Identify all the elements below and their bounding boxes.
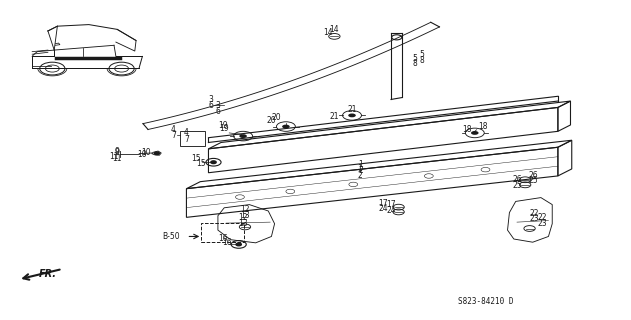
Text: 2: 2: [358, 166, 363, 175]
Text: 26: 26: [528, 171, 538, 180]
Text: 13: 13: [240, 211, 250, 220]
Text: 23: 23: [538, 219, 547, 228]
Text: 23: 23: [530, 214, 540, 223]
Text: 18: 18: [478, 122, 487, 131]
Text: 17: 17: [386, 200, 396, 209]
Text: FR.: FR.: [39, 269, 57, 279]
Text: 7: 7: [171, 131, 175, 140]
Text: 22: 22: [530, 209, 540, 218]
Text: 12: 12: [240, 205, 250, 214]
Circle shape: [239, 134, 247, 138]
Text: 11: 11: [112, 154, 122, 163]
Text: 19: 19: [220, 124, 229, 132]
Text: 19: 19: [218, 121, 227, 130]
Text: 10: 10: [141, 148, 151, 157]
Text: 14: 14: [323, 28, 333, 37]
Circle shape: [471, 131, 478, 135]
Text: 1: 1: [358, 160, 363, 169]
Text: 8: 8: [413, 59, 417, 68]
Text: 3: 3: [209, 95, 213, 104]
Text: 8: 8: [420, 56, 424, 66]
Text: 2: 2: [357, 171, 362, 180]
Text: 4: 4: [184, 128, 189, 137]
Text: S823-84210 D: S823-84210 D: [457, 297, 513, 306]
Text: 24: 24: [386, 206, 396, 215]
Text: 13: 13: [239, 219, 248, 228]
Circle shape: [236, 243, 241, 246]
Text: 12: 12: [239, 213, 248, 222]
Text: 9: 9: [114, 147, 119, 156]
Text: 10: 10: [138, 150, 147, 159]
Text: 17: 17: [378, 199, 388, 208]
Text: 16: 16: [218, 234, 227, 243]
Text: 14: 14: [329, 25, 339, 34]
Text: 25: 25: [512, 181, 522, 190]
Text: 5: 5: [413, 53, 418, 62]
Circle shape: [155, 152, 160, 155]
Text: 6: 6: [209, 101, 213, 110]
Circle shape: [211, 161, 216, 164]
Circle shape: [282, 124, 290, 128]
Text: 15: 15: [196, 159, 206, 168]
Text: 18: 18: [462, 125, 471, 134]
Text: 20: 20: [267, 116, 276, 125]
Circle shape: [348, 114, 356, 117]
Text: B-50: B-50: [163, 232, 180, 241]
Text: 26: 26: [512, 175, 522, 184]
Text: 9: 9: [115, 148, 120, 156]
Text: 25: 25: [528, 176, 538, 185]
Text: 3: 3: [215, 101, 220, 110]
Text: 7: 7: [184, 135, 189, 144]
Text: 5: 5: [420, 51, 424, 60]
Text: 6: 6: [215, 107, 220, 116]
Text: 22: 22: [538, 213, 547, 222]
Text: 11: 11: [110, 152, 119, 161]
Text: 16: 16: [223, 238, 232, 247]
Text: 24: 24: [378, 204, 388, 213]
Text: 20: 20: [272, 113, 281, 122]
Text: 15: 15: [191, 154, 201, 163]
Text: 4: 4: [171, 125, 175, 134]
Text: 21: 21: [347, 105, 357, 114]
Text: 1: 1: [357, 164, 362, 173]
Text: 21: 21: [329, 113, 339, 122]
